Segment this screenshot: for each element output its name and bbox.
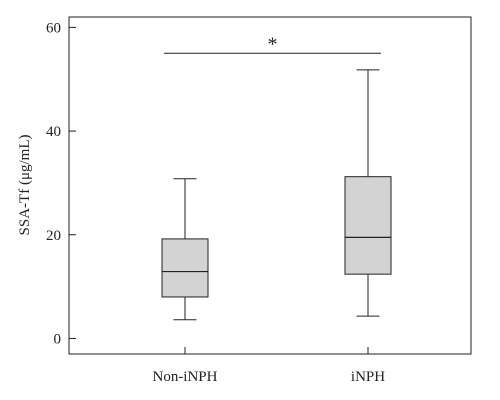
- x-category-label: Non-iNPH: [152, 369, 217, 385]
- box-series: [161, 69, 392, 321]
- y-tick-label: 0: [54, 331, 62, 347]
- y-tick-label: 40: [46, 124, 61, 140]
- iqr-box: [161, 238, 209, 298]
- box-non-inph: [161, 178, 209, 321]
- significance-annotation: *: [164, 33, 381, 55]
- plot-frame: [68, 16, 472, 355]
- box-inph: [344, 69, 392, 317]
- y-tick-label: 20: [46, 228, 61, 244]
- y-tick-label: 60: [46, 20, 61, 36]
- y-axis-ticks: 0 20 40 60: [46, 20, 76, 347]
- x-axis-labels: Non-iNPH iNPH: [152, 347, 385, 385]
- x-category-label: iNPH: [351, 369, 385, 385]
- iqr-box: [344, 176, 392, 275]
- significance-label: *: [268, 33, 278, 55]
- y-axis-title: SSA-Tf (μg/mL): [17, 135, 33, 236]
